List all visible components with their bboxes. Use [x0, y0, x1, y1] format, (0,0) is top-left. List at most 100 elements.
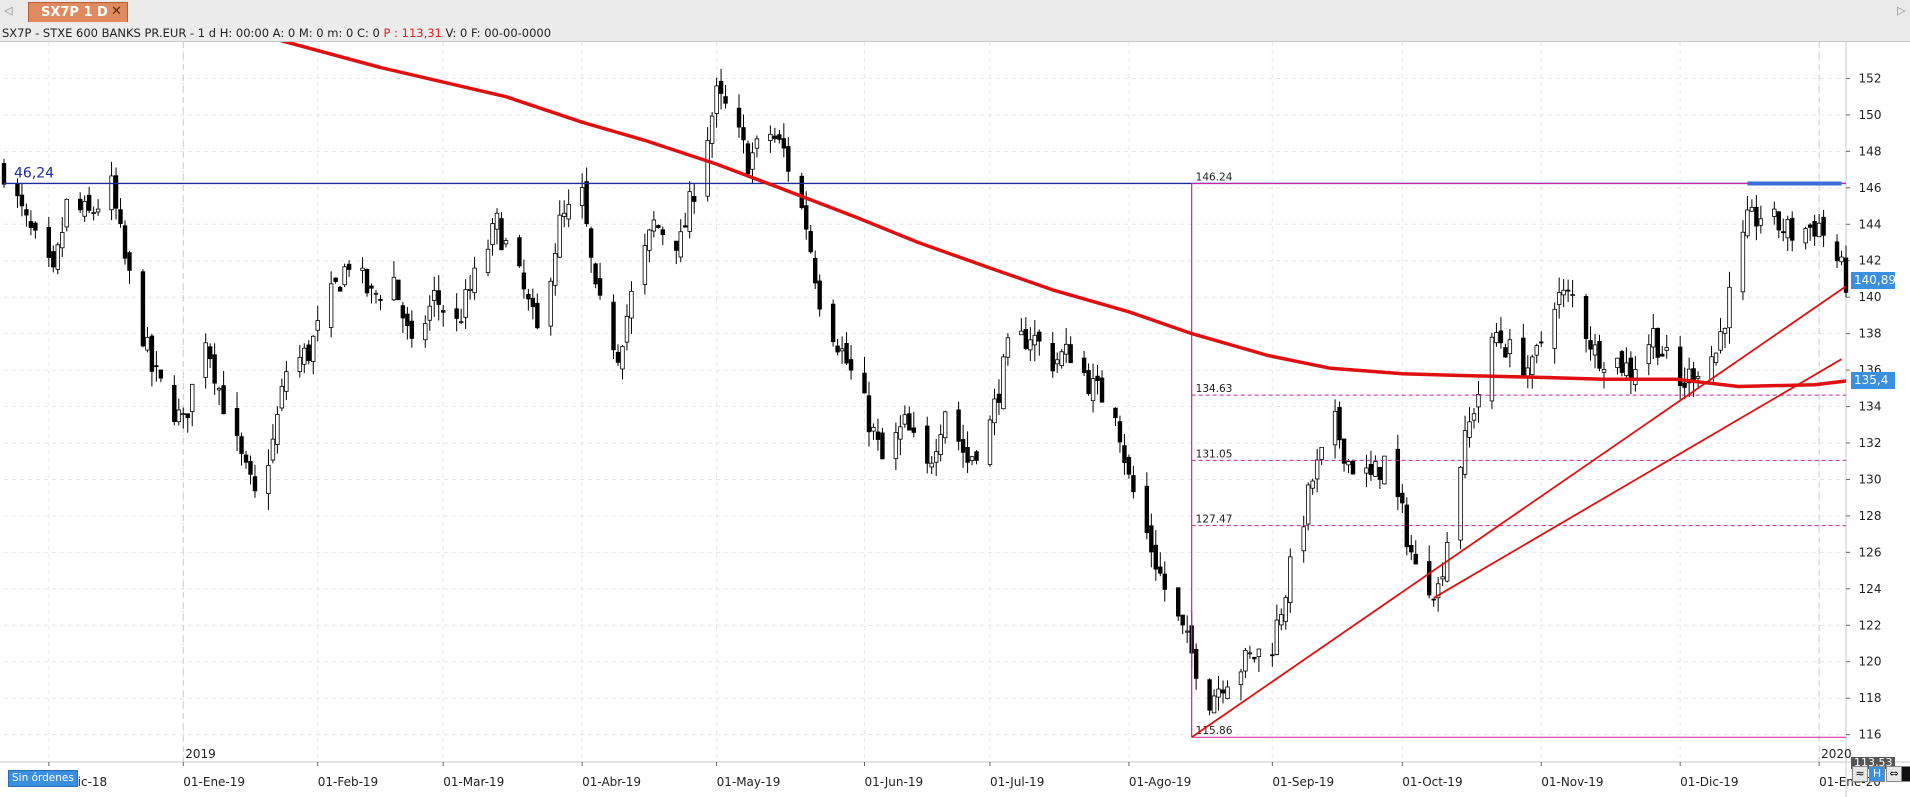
candle-body [736, 107, 742, 128]
candle-body [118, 209, 123, 225]
x-tick-label: 01-Sep-19 [1272, 775, 1334, 789]
candle-body [1435, 583, 1441, 599]
tab-scroll-left-icon[interactable]: ◁ [4, 4, 13, 17]
candle-body [46, 227, 52, 258]
y-tick-label: 130 [1859, 472, 1882, 486]
candle-body [364, 269, 370, 294]
candle-body [1332, 410, 1338, 446]
candle-body [503, 240, 509, 245]
candle-body [1839, 256, 1844, 263]
candle-body [1628, 357, 1634, 379]
candle-body [1588, 340, 1593, 350]
candle-body [1556, 292, 1562, 306]
candle-body [1055, 359, 1060, 365]
candle-body [279, 386, 285, 409]
candle-body [1413, 553, 1418, 565]
price-chart[interactable]: 1161181201221241261281301321341361381401… [0, 42, 1910, 797]
candle-body [346, 263, 352, 270]
candle-body [1310, 480, 1315, 489]
candle-body [535, 302, 540, 329]
candle-body [1633, 369, 1638, 386]
candle-body [1646, 344, 1652, 364]
candle-body [60, 232, 65, 249]
last-price-tag: 140,89 [1851, 271, 1896, 289]
candle-body [835, 345, 840, 353]
candle-body [862, 372, 867, 394]
candle-body [844, 342, 849, 364]
candle-body [1216, 688, 1221, 698]
candle-body [1153, 544, 1159, 570]
resistance-label: 46,24 [14, 165, 54, 181]
candle-body [51, 251, 56, 268]
candle-body [1539, 341, 1544, 344]
candle-body [1440, 576, 1445, 580]
candle-body [95, 208, 101, 213]
candle-body [911, 427, 916, 433]
candle-body [1238, 671, 1244, 685]
candle-body [1113, 407, 1118, 418]
candle-body [91, 212, 96, 214]
candle-body [1225, 686, 1230, 700]
candle-body [145, 337, 150, 351]
candle-body [1785, 219, 1790, 239]
candle-body [1252, 656, 1257, 660]
candle-body [1314, 459, 1320, 480]
candle-body [154, 365, 159, 368]
candle-body [1117, 421, 1123, 443]
candle-body [1279, 614, 1284, 626]
x-tick-label: 01-Dic-19 [1680, 775, 1738, 789]
y-tick-label: 122 [1859, 618, 1882, 632]
candle-body [768, 133, 773, 141]
candle-body [548, 280, 553, 327]
candle-body [494, 212, 500, 230]
candle-body [893, 432, 899, 460]
candle-body [378, 299, 383, 301]
candle-body [1583, 296, 1589, 339]
candle-body [176, 409, 181, 423]
close-icon[interactable]: ✕ [111, 4, 122, 19]
expand-icon[interactable]: ⇔ [1886, 766, 1902, 782]
y-tick-label: 146 [1859, 181, 1882, 195]
candle-body [1126, 456, 1132, 475]
tab-label: SX7P 1 D [41, 5, 108, 20]
tab-chart[interactable]: SX7P 1 D ✕ [28, 2, 128, 22]
hold-icon[interactable]: H [1869, 766, 1885, 782]
chart-area[interactable]: 116 118 120 122 124 126 128 130 132 134 136 138 140 1… [0, 42, 1910, 797]
candle-body [28, 221, 34, 229]
candle-body [1028, 339, 1033, 351]
y-tick-label: 150 [1859, 108, 1882, 122]
candle-body [369, 285, 374, 289]
wave-icon[interactable]: ≈ [1852, 766, 1868, 782]
candle-body [839, 348, 845, 352]
x-tick-label: 01-Jun-19 [864, 775, 923, 789]
tab-scroll-right-icon[interactable]: ▷ [1897, 4, 1906, 17]
stop-icon[interactable] [1901, 766, 1910, 782]
candle-body [1462, 430, 1468, 475]
candle-body [1713, 352, 1719, 363]
candle-body [1068, 344, 1073, 364]
candle-body [216, 387, 222, 391]
candle-body [678, 231, 683, 258]
y-tick-label: 124 [1859, 582, 1882, 596]
candle-body [1, 163, 7, 185]
y-tick-label: 138 [1859, 327, 1882, 341]
candle-body [1382, 455, 1387, 485]
candle-body [1601, 369, 1607, 373]
candle-body [1498, 330, 1504, 344]
candle-body [400, 305, 406, 319]
candle-body [1834, 241, 1840, 262]
candle-body [1207, 679, 1212, 711]
candle-body [1377, 466, 1383, 480]
candle-body [472, 267, 477, 294]
instrument-info: SX7P - STXE 600 BANKS PR.EUR - 1 d H: 00… [2, 26, 380, 40]
candle-body [172, 384, 177, 422]
candle-body [405, 313, 410, 326]
candle-body [360, 267, 365, 271]
candle-body [140, 271, 146, 347]
candle-body [674, 240, 679, 251]
candle-body [597, 278, 603, 296]
instrument-info-bar: SX7P - STXE 600 BANKS PR.EUR - 1 d H: 00… [0, 24, 1910, 42]
candle-body [1032, 334, 1038, 346]
candle-body [1063, 343, 1069, 355]
candle-body [185, 413, 190, 419]
